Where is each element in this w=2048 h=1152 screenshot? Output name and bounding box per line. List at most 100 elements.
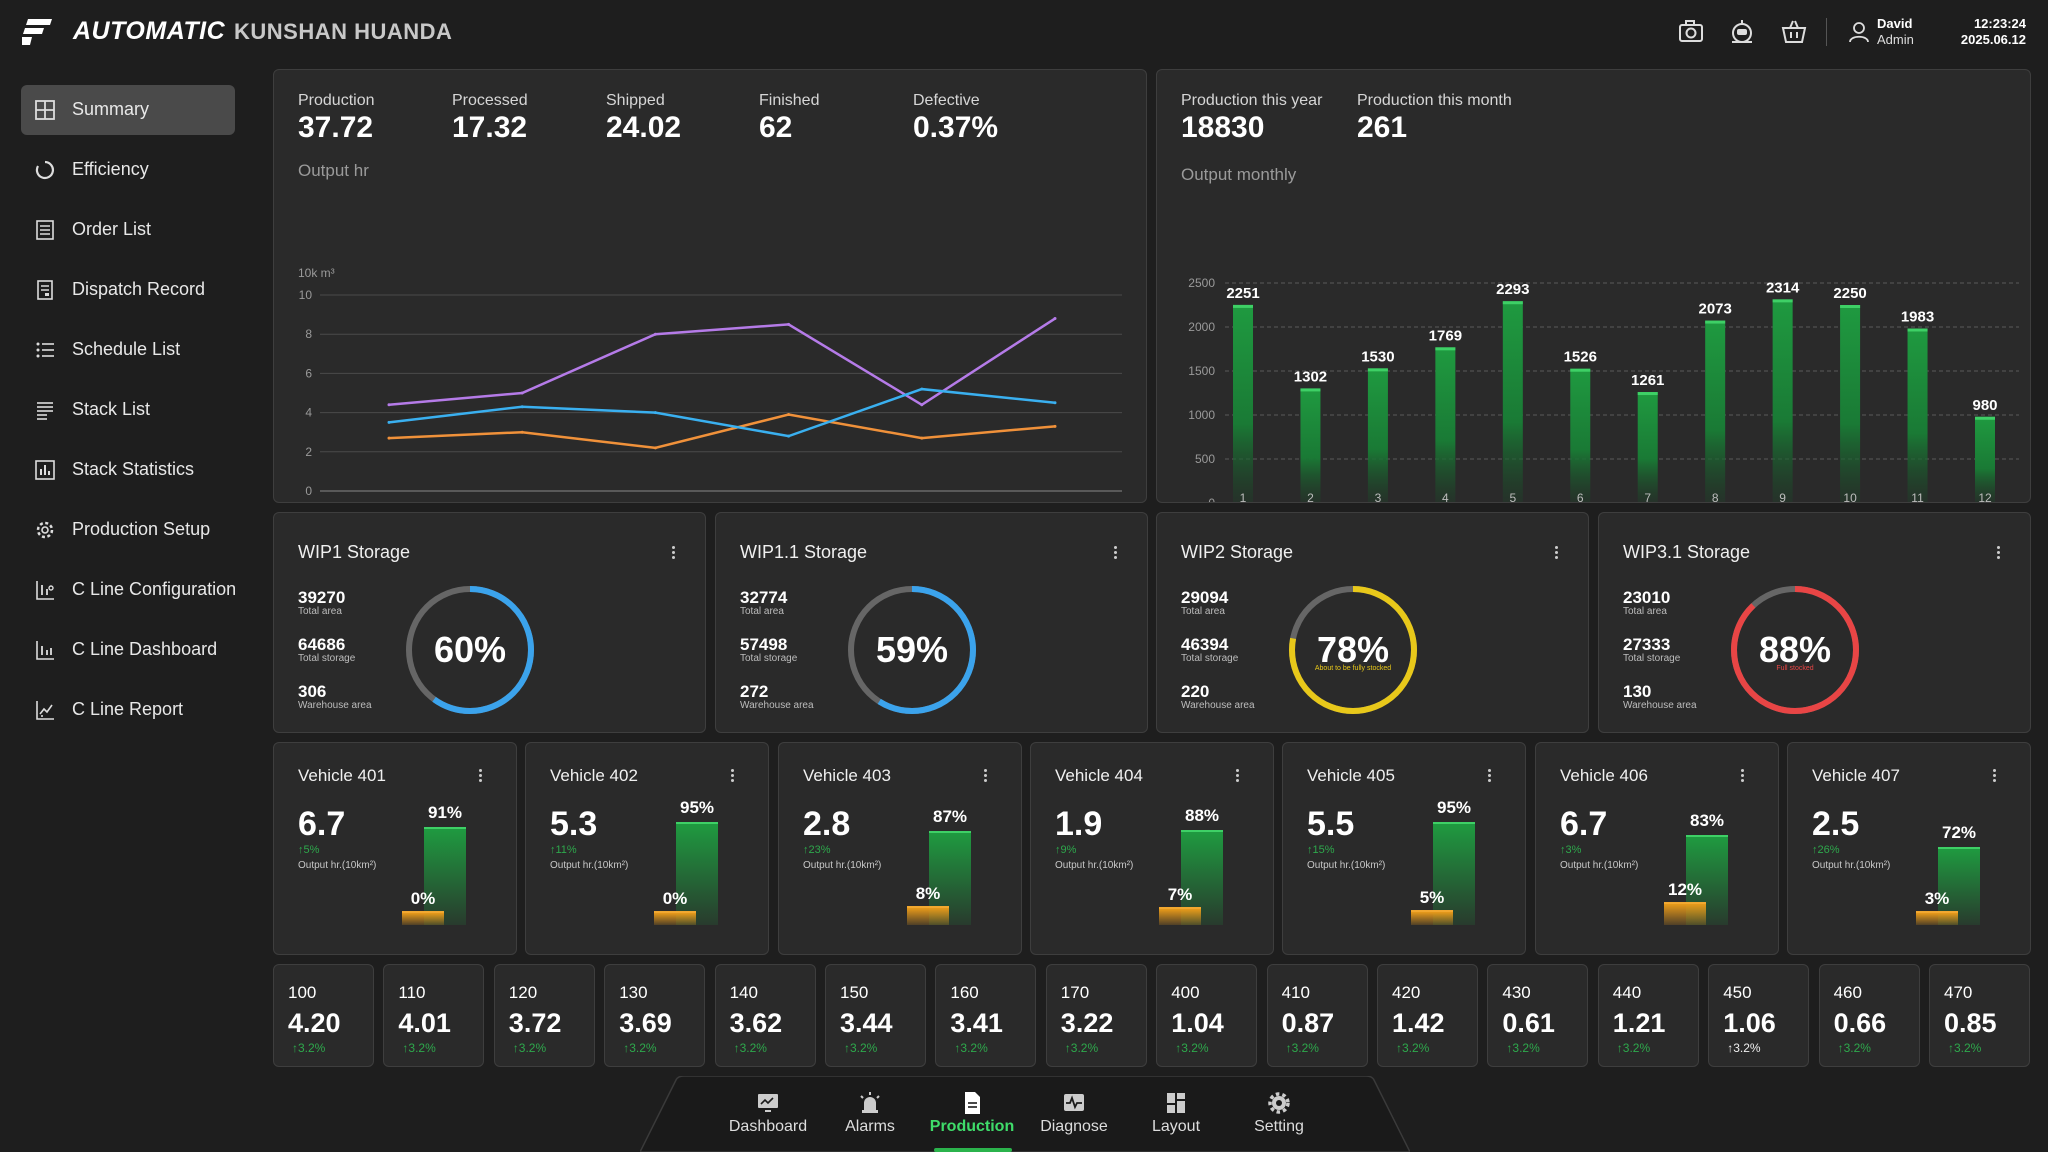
station-card[interactable]: 160 3.41 ↑3.2% <box>935 964 1037 1067</box>
station-card[interactable]: 120 3.72 ↑3.2% <box>493 964 595 1067</box>
more-menu-icon[interactable] <box>1988 767 2000 787</box>
overview-panel: Production 37.72 Processed 17.32 Shipped… <box>273 69 1147 503</box>
kpi-label: Finished <box>759 92 820 109</box>
storage-stat-label: Total storage <box>1181 653 1239 664</box>
tab-dashboard[interactable]: Dashboard <box>720 1092 816 1152</box>
sidebar-item-order-list[interactable]: Order List <box>21 205 235 255</box>
station-code: 430 <box>1502 983 1531 1002</box>
bar-value-label: 980 <box>1972 397 1997 414</box>
station-card[interactable]: 140 3.62 ↑3.2% <box>714 964 816 1067</box>
tab-layout[interactable]: Layout <box>1128 1092 1224 1152</box>
kpi-value: 0.37% <box>913 111 999 144</box>
station-card[interactable]: 430 0.61 ↑3.2% <box>1487 964 1589 1067</box>
tab-diagnose[interactable]: Diagnose <box>1026 1092 1122 1152</box>
tab-alarms[interactable]: Alarms <box>822 1092 918 1152</box>
station-card[interactable]: 130 3.69 ↑3.2% <box>604 964 706 1067</box>
x-tick-label: 3 <box>1375 491 1382 502</box>
sidebar-item-stack-list[interactable]: Stack List <box>21 385 235 435</box>
camera-icon[interactable] <box>1677 18 1705 46</box>
station-value: 3.62 <box>729 1008 783 1038</box>
station-card[interactable]: 450 1.06 ↑3.2% <box>1708 964 1810 1067</box>
sidebar-item-summary[interactable]: Summary <box>21 85 235 135</box>
sidebar-item-c-line-dashboard[interactable]: C Line Dashboard <box>21 625 235 675</box>
vehicle-title: Vehicle 407 <box>1812 766 1900 785</box>
line-config-icon <box>36 581 54 600</box>
bar <box>1637 392 1658 502</box>
y-tick-label: 10 <box>299 288 313 302</box>
sidebar-item-efficiency[interactable]: Efficiency <box>21 145 235 195</box>
bar-value-label: 2293 <box>1496 281 1529 298</box>
station-delta: ↑3.2% <box>1837 1041 1871 1055</box>
more-menu-icon[interactable] <box>1550 544 1562 564</box>
tab-production[interactable]: Production <box>924 1092 1020 1152</box>
storage-stat-label: Total storage <box>740 653 798 664</box>
sidebar-item-c-line-report[interactable]: C Line Report <box>21 685 235 735</box>
station-delta: ↑3.2% <box>1175 1041 1209 1055</box>
kpi-value: 37.72 <box>298 111 374 144</box>
y-tick-label: 8 <box>305 327 312 341</box>
app-name: AUTOMATIC <box>73 17 226 45</box>
sidebar-item-production-setup[interactable]: Production Setup <box>21 505 235 555</box>
station-card[interactable]: 460 0.66 ↑3.2% <box>1818 964 1920 1067</box>
vehicle-output-value: 6.7 <box>298 805 346 843</box>
more-menu-icon[interactable] <box>726 767 738 787</box>
vehicle-low-percent: 12% <box>1667 880 1703 899</box>
gauge-percent: 60% <box>434 629 506 670</box>
list-box-icon <box>36 220 54 240</box>
station-delta: ↑3.2% <box>1948 1041 1982 1055</box>
user-icon[interactable] <box>1848 21 1870 43</box>
vehicle-delta: ↑3% <box>1560 844 1582 856</box>
bar-value-label: 2073 <box>1698 301 1731 318</box>
station-card[interactable]: 410 0.87 ↑3.2% <box>1266 964 1368 1067</box>
more-menu-icon[interactable] <box>1736 767 1748 787</box>
sidebar-item-label: C Line Dashboard <box>72 639 218 659</box>
station-card[interactable]: 110 4.01 ↑3.2% <box>383 964 485 1067</box>
sidebar-item-c-line-configuration[interactable]: C Line Configuration <box>21 565 236 615</box>
station-code: 400 <box>1171 983 1200 1002</box>
bar <box>1705 320 1726 502</box>
bar-cap <box>1233 304 1253 308</box>
series-line-processed <box>388 413 1056 450</box>
more-menu-icon[interactable] <box>1109 544 1121 564</box>
bar-value-label: 1261 <box>1631 372 1664 389</box>
robot-icon[interactable] <box>1728 18 1756 46</box>
user-name[interactable]: David <box>1877 16 1913 31</box>
more-menu-icon[interactable] <box>474 767 486 787</box>
station-code: 140 <box>729 983 758 1002</box>
station-card[interactable]: 470 0.85 ↑3.2% <box>1929 964 2030 1067</box>
x-tick-label: 6 <box>1577 491 1584 502</box>
station-card[interactable]: 100 4.20 ↑3.2% <box>273 964 374 1067</box>
tab-setting[interactable]: Setting <box>1231 1092 1327 1152</box>
sidebar-item-dispatch-record[interactable]: Dispatch Record <box>21 265 235 315</box>
station-card[interactable]: 150 3.44 ↑3.2% <box>825 964 926 1067</box>
vehicle-low-percent: 0% <box>410 889 436 908</box>
station-card[interactable]: 170 3.22 ↑3.2% <box>1045 964 1147 1067</box>
more-menu-icon[interactable] <box>667 544 679 564</box>
data-point <box>520 405 524 409</box>
storage-stat-value: 32774 <box>740 588 788 607</box>
x-tick-label: 1 <box>1240 491 1247 502</box>
storage-card: WIP2 Storage 29094 Total area 46394 Total st… <box>1156 512 1589 733</box>
data-point <box>387 436 391 440</box>
station-card[interactable]: 400 1.04 ↑3.2% <box>1156 964 1258 1067</box>
cart-icon[interactable] <box>1780 18 1808 46</box>
x-tick-label: 12:00 <box>906 500 939 502</box>
vehicle-unit: Output hr.(10km²) <box>1812 860 1891 871</box>
more-menu-icon[interactable] <box>1231 767 1243 787</box>
station-card[interactable]: 420 1.42 ↑3.2% <box>1377 964 1478 1067</box>
station-card[interactable]: 440 1.21 ↑3.2% <box>1597 964 1699 1067</box>
vehicle-high-percent: 95% <box>679 798 715 817</box>
storage-card: WIP1 Storage 39270 Total area 64686 Total st… <box>273 512 706 733</box>
vehicle-low-percent: 5% <box>1419 888 1445 907</box>
sidebar-item-schedule-list[interactable]: Schedule List <box>21 325 235 375</box>
bar-box-icon <box>35 460 55 480</box>
sidebar-item-stack-statistics[interactable]: Stack Statistics <box>21 445 235 495</box>
more-menu-icon[interactable] <box>979 767 991 787</box>
bar-cap <box>1502 301 1523 305</box>
kpi-month: Production this month 261 <box>1357 92 1512 145</box>
vehicle-card: Vehicle 406 6.7 ↑3% Output hr.(10km²) 83% 12% <box>1535 742 1779 955</box>
bullet-list-icon <box>36 342 54 358</box>
more-menu-icon[interactable] <box>1992 544 2004 564</box>
more-menu-icon[interactable] <box>1483 767 1495 787</box>
chart-title: Output hr <box>298 161 369 180</box>
